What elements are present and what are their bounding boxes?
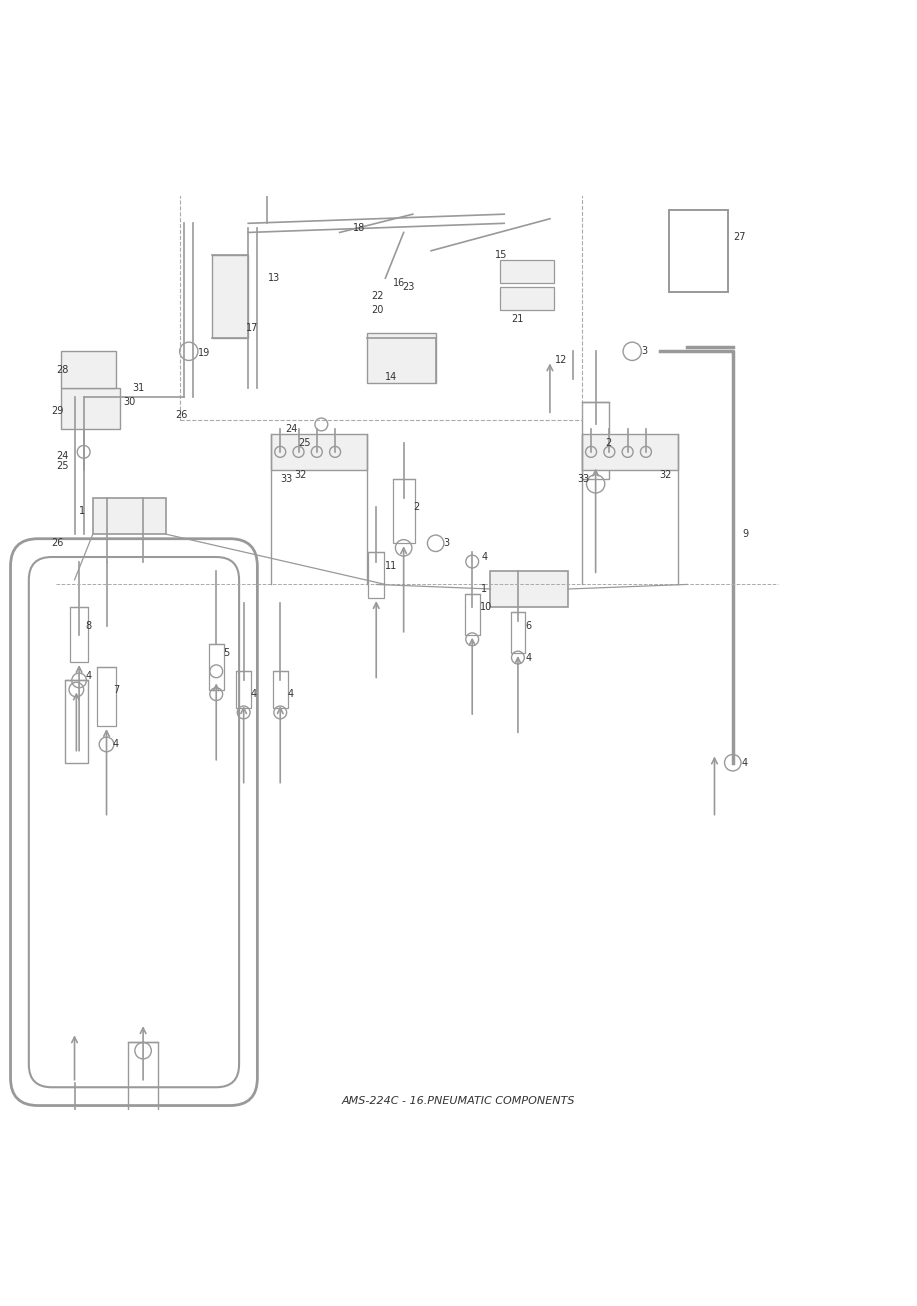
Text: 25: 25 (56, 461, 69, 470)
Text: 16: 16 (392, 278, 405, 287)
Text: 27: 27 (733, 232, 746, 242)
Text: 26: 26 (175, 410, 187, 421)
Text: 32: 32 (294, 470, 306, 479)
Text: 1: 1 (481, 584, 488, 594)
Text: 20: 20 (371, 306, 384, 315)
Bar (70, 607, 88, 662)
Text: 25: 25 (299, 438, 311, 448)
Text: 33: 33 (281, 474, 293, 485)
Bar (273, 671, 288, 708)
Bar (500, 287, 555, 310)
Bar (93, 498, 166, 534)
Text: 28: 28 (56, 364, 69, 375)
Text: 12: 12 (555, 355, 567, 366)
Bar (237, 671, 251, 708)
Text: 10: 10 (480, 602, 492, 613)
Text: 2: 2 (413, 502, 419, 512)
Text: 4: 4 (251, 690, 257, 699)
Bar (511, 611, 525, 653)
Text: 4: 4 (742, 757, 748, 768)
Text: 8: 8 (85, 620, 92, 631)
Text: 17: 17 (247, 324, 259, 333)
Bar (127, 1042, 158, 1119)
Bar (367, 333, 436, 383)
Text: 21: 21 (512, 315, 524, 324)
Text: 7: 7 (113, 684, 119, 695)
Bar (65, 680, 88, 763)
Bar (582, 401, 610, 479)
Bar (491, 571, 569, 607)
Text: 4: 4 (113, 739, 119, 750)
Text: 18: 18 (353, 223, 366, 232)
Bar (500, 260, 555, 282)
Text: 2: 2 (605, 438, 611, 448)
Bar (61, 351, 116, 388)
Text: 9: 9 (742, 529, 748, 539)
Bar (368, 552, 384, 598)
Text: 14: 14 (385, 372, 398, 381)
Text: 24: 24 (285, 424, 297, 434)
Text: 6: 6 (525, 620, 531, 631)
Bar (271, 434, 367, 470)
Text: 29: 29 (51, 406, 64, 415)
Text: 13: 13 (269, 273, 281, 283)
Text: 4: 4 (525, 653, 531, 662)
Text: 4: 4 (85, 671, 92, 680)
Text: 4: 4 (288, 690, 293, 699)
Bar (212, 255, 249, 337)
Text: 24: 24 (56, 452, 69, 461)
Bar (180, 182, 582, 419)
Bar (97, 667, 116, 726)
Text: 30: 30 (123, 397, 135, 406)
Text: 15: 15 (495, 251, 507, 260)
Text: 23: 23 (402, 282, 414, 293)
Bar (392, 479, 414, 543)
Text: 22: 22 (371, 291, 384, 302)
Bar (668, 209, 728, 291)
Text: 3: 3 (443, 538, 449, 549)
Text: 31: 31 (132, 383, 144, 393)
Bar (209, 644, 224, 690)
Text: 19: 19 (198, 349, 210, 358)
Bar (465, 593, 480, 635)
Text: 3: 3 (641, 346, 647, 357)
Text: 11: 11 (385, 562, 398, 571)
Text: 5: 5 (224, 648, 230, 658)
Text: 1: 1 (79, 507, 85, 516)
Text: 32: 32 (659, 470, 672, 479)
Bar (582, 434, 678, 470)
Text: AMS-224C - 16.PNEUMATIC COMPONENTS: AMS-224C - 16.PNEUMATIC COMPONENTS (342, 1096, 575, 1106)
Bar (61, 388, 120, 428)
Text: 33: 33 (578, 474, 590, 485)
Text: 26: 26 (51, 538, 64, 549)
Text: 4: 4 (481, 552, 488, 562)
